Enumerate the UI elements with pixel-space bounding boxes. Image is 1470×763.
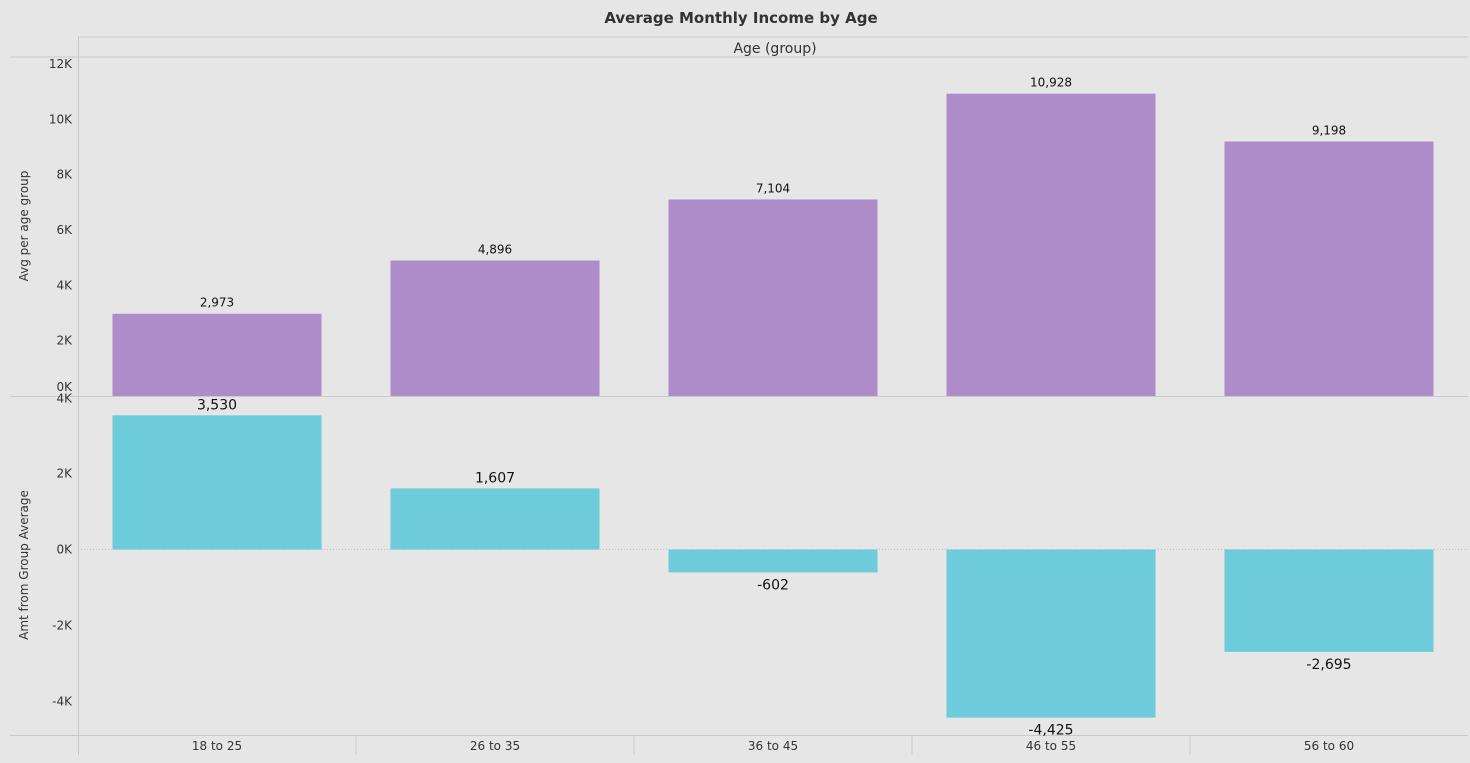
bottom-bar-data-label: -2,695: [1306, 657, 1351, 673]
top-bar-data-label: 10,928: [1030, 76, 1072, 90]
bottom-y-tick-label: 2K: [56, 467, 73, 481]
bottom-bar: [1224, 549, 1434, 652]
bottom-y-tick-label: -2K: [52, 619, 73, 633]
top-bar: [390, 260, 600, 396]
bottom-bar: [668, 549, 878, 573]
bottom-bar-data-label: -602: [757, 577, 789, 593]
top-bar-data-label: 7,104: [756, 181, 790, 195]
top-y-tick-label: 6K: [56, 223, 73, 237]
top-bar-data-label: 4,896: [478, 243, 512, 257]
top-y-tick-label: 4K: [56, 278, 73, 292]
bottom-bar: [390, 488, 600, 550]
top-y-tick-label: 12K: [49, 57, 73, 71]
top-bar: [112, 313, 322, 396]
bottom-y-tick-label: 0K: [56, 543, 73, 557]
bottom-bar-data-label: -4,425: [1028, 723, 1073, 739]
category-axis: 18 to 25 26 to 35 36 to 45 46 to 55 56 to 60: [192, 736, 1354, 755]
top-y-tick-label: 8K: [56, 168, 73, 182]
column-header: Age (group): [733, 41, 816, 57]
category-label: 46 to 55: [1026, 739, 1076, 753]
bottom-bar: [946, 549, 1156, 718]
top-y-tick-label: 2K: [56, 334, 73, 348]
top-bar-data-label: 9,198: [1312, 124, 1346, 138]
bottom-bar-data-label: 3,530: [197, 397, 237, 413]
category-label: 26 to 35: [470, 739, 520, 753]
category-label: 18 to 25: [192, 739, 242, 753]
chart-title: Average Monthly Income by Age: [604, 9, 877, 27]
category-label: 56 to 60: [1304, 739, 1354, 753]
top-y-tick-label: 0K: [56, 380, 73, 394]
bottom-pane: -4K -2K 0K 2K 4K 3,530 1,607 -602 -4,425 -2,695: [52, 392, 1468, 739]
bottom-y-tick-label: -4K: [52, 695, 73, 709]
top-y-axis-title: Avg per age group: [17, 171, 31, 282]
top-bar: [946, 93, 1156, 397]
bottom-bar: [112, 415, 322, 550]
bottom-y-axis-title: Amt from Group Average: [17, 490, 31, 640]
top-y-tick-label: 10K: [49, 112, 73, 126]
bottom-bar-data-label: 1,607: [475, 470, 515, 486]
top-pane: 0K 2K 4K 6K 8K 10K 12K 2,973 4,896 7,104 10,928 9,1…: [49, 57, 1434, 397]
bottom-y-tick-label: 4K: [56, 392, 73, 406]
category-label: 36 to 45: [748, 739, 798, 753]
top-bar-data-label: 2,973: [200, 296, 234, 310]
top-bar: [1224, 141, 1434, 396]
top-bar: [668, 199, 878, 396]
